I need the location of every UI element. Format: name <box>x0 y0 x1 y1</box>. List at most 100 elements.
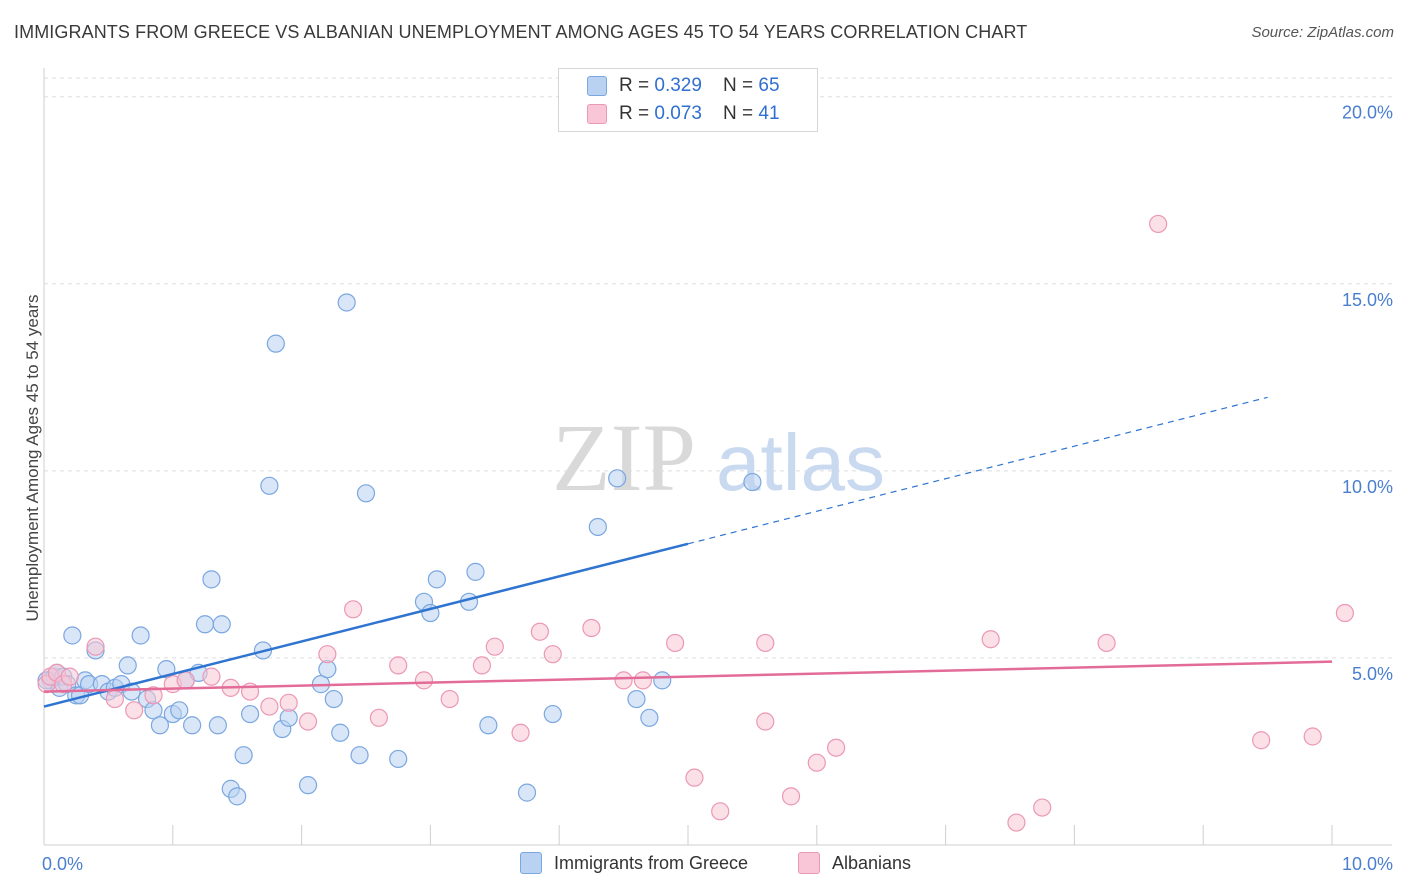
data-point-albanians <box>543 645 562 664</box>
data-point-greece <box>356 484 376 503</box>
data-point-albanians <box>472 656 492 675</box>
y-axis-label: Unemployment Among Ages 45 to 54 years <box>23 295 42 622</box>
trendline-albanians <box>43 660 1333 693</box>
data-point-albanians <box>1097 633 1116 653</box>
legend-r-label: R = <box>619 103 655 124</box>
legend-n-value: 41 <box>758 103 780 124</box>
data-point-greece <box>118 656 137 675</box>
legend-r-label: R = <box>619 75 655 96</box>
data-point-greece <box>331 723 350 742</box>
legend-swatch-pink <box>587 104 607 124</box>
y-tick-label: 20.0% <box>1342 103 1393 123</box>
data-point-greece <box>337 293 356 312</box>
data-point-greece <box>466 562 485 581</box>
data-point-greece <box>195 615 215 634</box>
bottom-legend-label-albanians: Albanians <box>832 852 912 873</box>
data-point-albanians <box>144 686 163 705</box>
data-point-greece <box>543 704 562 724</box>
data-point-greece <box>208 716 227 735</box>
data-point-albanians <box>981 630 1000 649</box>
data-point-greece <box>389 749 408 769</box>
data-point-albanians <box>1252 731 1271 750</box>
data-point-albanians <box>1335 603 1354 623</box>
data-point-albanians <box>176 671 195 690</box>
data-point-greece <box>234 746 253 765</box>
data-point-greece <box>131 626 150 645</box>
trendline-greece-extension <box>687 396 1268 545</box>
data-point-albanians <box>781 787 801 806</box>
data-point-greece <box>640 708 659 727</box>
data-point-albanians <box>298 712 318 731</box>
data-point-greece <box>608 469 627 488</box>
legend-row-albanians: R = 0.073 N = 41 <box>587 101 780 127</box>
legend-text-greece: R = 0.329 N = 65 <box>619 75 780 97</box>
data-point-albanians <box>414 671 434 690</box>
data-point-albanians <box>202 667 221 686</box>
data-point-albanians <box>1303 727 1322 746</box>
correlation-legend: R = 0.329 N = 65 R = 0.073 N = 41 <box>558 68 818 132</box>
data-point-albanians <box>511 723 530 742</box>
data-point-greece <box>266 334 285 353</box>
data-point-greece <box>324 689 343 709</box>
watermark-atlas: atlas <box>716 418 885 507</box>
bottom-legend-swatch-pink <box>798 852 820 874</box>
data-point-greece <box>653 671 672 690</box>
legend-n-label: N = <box>723 75 759 96</box>
y-tick-label: 5.0% <box>1352 664 1393 684</box>
data-point-albanians <box>86 637 105 656</box>
series-greece-points <box>37 293 762 806</box>
watermark-zip: ZIP <box>552 404 696 511</box>
trendline-greece <box>43 542 689 708</box>
legend-r-value: 0.329 <box>654 75 702 96</box>
data-point-albanians <box>756 712 775 731</box>
y-tick-label: 15.0% <box>1342 290 1393 310</box>
legend-text-albanians: R = 0.073 N = 41 <box>619 103 780 125</box>
data-point-albanians <box>260 697 279 716</box>
data-point-albanians <box>344 600 363 619</box>
data-point-greece <box>183 716 202 735</box>
x-tick-label: 10.0% <box>1342 854 1393 874</box>
data-point-greece <box>517 783 537 802</box>
data-point-greece <box>150 716 170 735</box>
data-point-greece <box>212 615 231 634</box>
data-point-albanians <box>440 689 459 709</box>
data-point-albanians <box>666 633 685 653</box>
data-point-greece <box>170 701 189 720</box>
data-point-greece <box>240 704 260 724</box>
legend-row-greece: R = 0.329 N = 65 <box>587 73 780 99</box>
bottom-legend-label-greece: Immigrants from Greece <box>554 852 749 873</box>
axes <box>43 68 1392 846</box>
data-point-greece <box>427 570 446 589</box>
data-point-greece <box>63 626 82 645</box>
data-point-albanians <box>485 637 504 656</box>
data-point-albanians <box>685 768 704 787</box>
tick-labels: 5.0% 10.0% 15.0% 20.0% 0.0% 10.0% <box>42 103 1393 874</box>
data-point-albanians <box>318 645 337 664</box>
data-point-albanians <box>125 701 144 720</box>
data-point-greece <box>588 517 607 537</box>
legend-n-label: N = <box>723 103 759 124</box>
data-point-greece <box>627 689 646 709</box>
source-label: Source: ZipAtlas.com <box>1251 24 1394 41</box>
data-point-greece <box>122 682 141 701</box>
series-albanians-points <box>37 214 1354 832</box>
data-point-greece <box>228 787 247 806</box>
data-point-greece <box>260 476 279 495</box>
legend-r-value: 0.073 <box>654 103 702 124</box>
data-point-albanians <box>1007 813 1026 832</box>
data-point-greece <box>350 746 369 765</box>
data-point-greece <box>743 472 762 492</box>
data-point-albanians <box>827 738 846 757</box>
data-point-albanians <box>582 618 601 638</box>
data-point-albanians <box>279 693 298 712</box>
data-point-albanians <box>60 667 79 686</box>
data-point-albanians <box>614 671 633 690</box>
bottom-legend-greece[interactable]: Immigrants from Greece <box>520 852 748 874</box>
data-point-albanians <box>105 689 124 709</box>
data-point-albanians <box>530 622 549 641</box>
legend-swatch-blue <box>587 76 607 96</box>
bottom-legend-albanians[interactable]: Albanians <box>798 852 911 874</box>
data-point-albanians <box>1033 798 1052 817</box>
data-point-albanians <box>1149 214 1168 234</box>
data-point-albanians <box>369 708 388 727</box>
